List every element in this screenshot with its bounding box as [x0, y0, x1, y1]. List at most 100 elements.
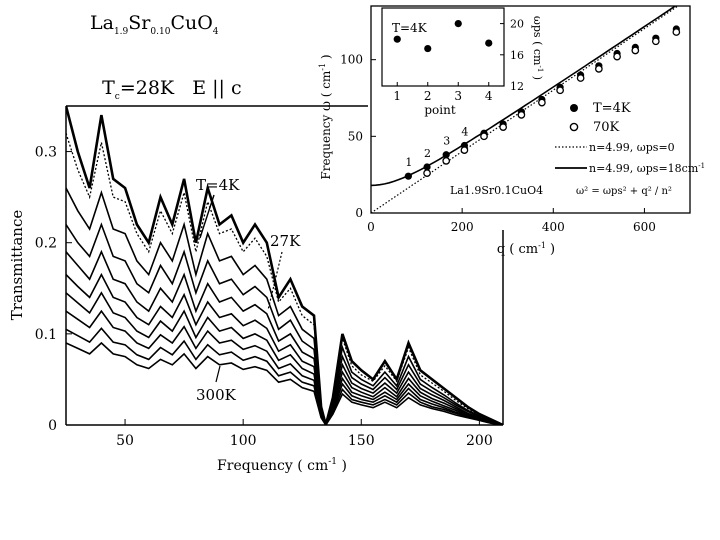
- data-point-70k: [613, 52, 621, 61]
- data-point-70k: [631, 46, 640, 55]
- data-point-4k: [442, 151, 450, 159]
- tc-part: =28K E || c: [119, 77, 242, 99]
- x-tick-label: 3: [454, 89, 462, 103]
- annotation-t4k: T=4K: [196, 176, 240, 194]
- legend-entry-text: n=4.99, ωps=18cm: [589, 162, 699, 175]
- formula-part: 4: [212, 26, 219, 37]
- transmittance-ylabel: Transmittance: [8, 210, 26, 321]
- tc-polarization-title: Tc=28K E || c: [90, 55, 242, 102]
- inset-data-point: [454, 20, 462, 28]
- tc-part: T: [102, 77, 115, 99]
- data-point-70k: [499, 123, 508, 131]
- inset-data-point: [485, 39, 493, 47]
- annotation-t4k-pointer: [199, 194, 215, 239]
- dispersion-xlabel: q ( cm-1 ): [497, 241, 555, 257]
- legend-marker-open: [569, 122, 579, 132]
- point-number-label: 4: [461, 126, 468, 139]
- data-point-70k: [423, 169, 431, 177]
- transmittance-series-line: [66, 291, 503, 425]
- dispersion-formula: La1.9Sr0.1CuO4: [450, 184, 543, 197]
- transmittance-series-line: [66, 106, 503, 425]
- formula-part: CuO: [170, 12, 213, 34]
- annotation-27k: 27K: [270, 232, 301, 250]
- ylabel-sup: -1: [318, 63, 327, 71]
- dispersion-ylabel: Frequency ω ( cm-1 ): [318, 54, 333, 179]
- xlabel-text: Frequency ( cm: [217, 458, 328, 474]
- transmittance-series-group: [66, 106, 503, 425]
- ylabel-text: Frequency ω ( cm: [319, 70, 333, 180]
- y-tick-label: 12: [510, 80, 524, 93]
- x-tick-label: 0: [367, 220, 375, 234]
- transmittance-xlabel: Frequency ( cm-1 ): [217, 457, 347, 474]
- inset-ylabel: ωps ( cm-1 ): [531, 16, 544, 80]
- data-point-70k: [480, 132, 488, 141]
- inset-data-point: [424, 44, 432, 53]
- transmittance-series-line: [66, 309, 503, 425]
- y-tick-label: 20: [510, 18, 524, 31]
- data-point-70k: [576, 74, 585, 82]
- data-point-70k: [460, 146, 469, 154]
- x-tick-label: 100: [230, 433, 257, 449]
- legend-entry: 70K: [593, 120, 620, 135]
- data-point-70k: [556, 86, 564, 95]
- formula-part: 1.9: [113, 26, 129, 37]
- legend-entry: n=4.99, ωps=0: [589, 141, 675, 154]
- y-tick-label: 0.1: [35, 327, 57, 343]
- x-tick-label: 600: [633, 220, 656, 234]
- x-tick-label: 2: [424, 89, 432, 103]
- legend-entry-sup: -1: [698, 162, 705, 170]
- legend-entry: T=4K: [593, 101, 631, 116]
- transmittance-series-line: [66, 341, 503, 425]
- inset-data-point: [393, 35, 401, 43]
- dispersion-relation: ω² = ωps² + q² / n²: [576, 186, 672, 197]
- data-point-4k: [423, 163, 431, 171]
- xlabel-end: ): [337, 458, 347, 474]
- dispersion-frame: [370, 5, 691, 214]
- x-tick-label: 150: [348, 433, 375, 449]
- xlabel-end: ): [546, 242, 555, 257]
- transmittance-series-line: [66, 272, 503, 425]
- x-tick-label: 4: [485, 89, 493, 103]
- data-point-70k: [651, 37, 660, 46]
- transmittance-series-line: [66, 249, 503, 425]
- x-tick-label: 50: [116, 433, 134, 449]
- data-point-70k: [442, 157, 451, 165]
- xlabel-sup: -1: [538, 241, 546, 250]
- annotation-300k: 300K: [196, 386, 237, 404]
- point-number-label: 1: [405, 156, 412, 169]
- transmittance-series-line: [66, 327, 503, 425]
- y-tick-label: 0.3: [35, 145, 57, 161]
- y-tick-label: 0: [48, 418, 57, 434]
- xlabel-text: q ( cm: [497, 242, 538, 257]
- data-point-70k: [538, 98, 546, 107]
- formula-part: 0.10: [150, 26, 171, 37]
- data-point-4k: [404, 172, 412, 180]
- annotation-300k-pointer: [215, 365, 221, 383]
- ylabel-end: ): [531, 72, 544, 80]
- x-tick-label: 400: [542, 220, 565, 234]
- tc-part: c: [114, 91, 120, 102]
- data-point-70k: [672, 28, 681, 36]
- transmittance-series-line: [66, 187, 503, 425]
- y-tick-label: 16: [510, 49, 524, 62]
- x-tick-label: 200: [451, 220, 474, 234]
- dispersion-model-curve: [371, 6, 680, 213]
- data-point-70k: [595, 65, 603, 73]
- inset-title: T=4K: [392, 21, 428, 35]
- ylabel-sup: -1: [536, 65, 544, 72]
- transmittance-series-line: [66, 133, 503, 425]
- point-number-label: 2: [424, 147, 431, 160]
- y-tick-label: 0: [355, 206, 363, 220]
- y-tick-label: 0.2: [35, 236, 57, 252]
- x-tick-label: 200: [466, 433, 493, 449]
- x-tick-label: 1: [393, 89, 401, 103]
- legend-marker-filled: [570, 104, 578, 112]
- formula-part: La: [90, 12, 114, 34]
- ylabel-text: ωps ( cm: [531, 16, 544, 66]
- transmittance-series-line: [66, 222, 503, 425]
- ylabel-end: ): [319, 54, 333, 63]
